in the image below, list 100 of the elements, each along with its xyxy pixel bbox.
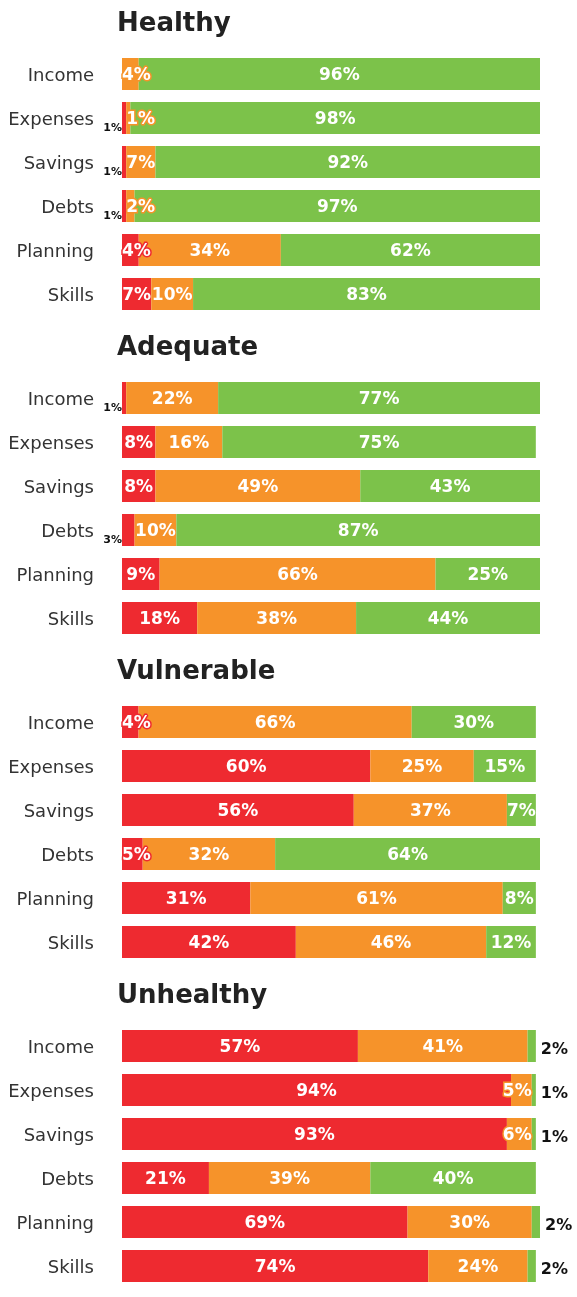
y-tick-label: Expenses <box>8 1079 94 1101</box>
y-tick-label: Expenses <box>8 431 94 453</box>
data-label: 4% <box>122 712 151 732</box>
data-label: 1% <box>540 1082 569 1102</box>
y-tick-label: Planning <box>16 1211 94 1233</box>
data-label: 8% <box>124 432 154 452</box>
data-label: 31% <box>165 888 207 908</box>
bar <box>357 1030 528 1062</box>
data-label: 60% <box>225 756 267 776</box>
y-tick-label: Skills <box>47 931 94 953</box>
data-label: 61% <box>356 888 397 908</box>
data-label: 66% <box>277 564 318 584</box>
data-label: 30% <box>453 712 495 732</box>
data-label: 2% <box>540 1258 569 1278</box>
data-label: 57% <box>219 1036 261 1056</box>
y-tick-label: Income <box>27 387 94 409</box>
data-label: 40% <box>432 1168 474 1188</box>
bar <box>295 926 487 958</box>
data-label: 87% <box>337 520 379 540</box>
data-label: 8% <box>124 476 154 496</box>
bar <box>122 382 127 414</box>
data-label: 7% <box>506 800 536 820</box>
data-label: 24% <box>457 1256 499 1276</box>
chart-title: Adequate <box>117 331 259 361</box>
y-tick-label: Skills <box>47 1255 94 1277</box>
data-label: 74% <box>254 1256 296 1276</box>
data-label: 77% <box>358 388 400 408</box>
bar <box>122 750 371 782</box>
bar <box>122 882 251 914</box>
bar <box>428 1250 528 1282</box>
data-label: 83% <box>346 284 387 304</box>
data-label: 42% <box>188 932 230 952</box>
bar <box>527 1250 536 1282</box>
y-tick-label: Savings <box>23 475 94 497</box>
data-label: 38% <box>256 608 298 628</box>
data-label: 7% <box>126 152 156 172</box>
data-label: 64% <box>387 844 428 864</box>
bar <box>130 102 540 134</box>
data-label: 21% <box>145 1168 186 1188</box>
bar <box>218 382 540 414</box>
bar <box>197 602 357 634</box>
bar <box>360 470 540 502</box>
bar <box>531 1118 536 1150</box>
data-label: 6% <box>502 1124 532 1144</box>
data-label: 1% <box>103 400 122 414</box>
bar <box>159 558 436 590</box>
data-label: 39% <box>269 1168 310 1188</box>
data-label: 75% <box>358 432 400 452</box>
bar <box>176 514 540 546</box>
data-label: 5% <box>502 1080 532 1100</box>
bar <box>155 470 361 502</box>
bar <box>122 794 354 826</box>
y-tick-label: Debts <box>41 195 94 217</box>
data-label: 25% <box>467 564 509 584</box>
chart-title: Healthy <box>117 7 231 37</box>
bar <box>411 706 536 738</box>
bar <box>222 426 536 458</box>
bar <box>122 926 296 958</box>
y-tick-label: Planning <box>16 239 94 261</box>
data-label: 8% <box>504 888 534 908</box>
bar <box>370 1162 536 1194</box>
bar <box>122 1206 408 1238</box>
bar <box>531 1206 540 1238</box>
data-label: 2% <box>545 1214 573 1234</box>
y-tick-label: Savings <box>23 151 94 173</box>
data-label: 3% <box>103 532 122 546</box>
data-label: 22% <box>151 388 193 408</box>
y-tick-label: Debts <box>41 843 94 865</box>
data-label: 44% <box>427 608 469 628</box>
data-label: 1% <box>103 120 122 134</box>
data-label: 32% <box>188 844 230 864</box>
data-label: 30% <box>449 1212 490 1232</box>
data-label: 46% <box>370 932 412 952</box>
data-label: 25% <box>401 756 443 776</box>
bar <box>122 514 135 546</box>
bar <box>122 1030 358 1062</box>
y-tick-label: Planning <box>16 887 94 909</box>
chart-title: Unhealthy <box>117 979 268 1009</box>
data-label: 66% <box>254 712 296 732</box>
bar <box>356 602 540 634</box>
data-label: 7% <box>122 284 152 304</box>
bar <box>527 1030 536 1062</box>
data-label: 96% <box>319 64 360 84</box>
y-tick-label: Income <box>27 1035 94 1057</box>
data-label: 18% <box>139 608 180 628</box>
data-label: 37% <box>409 800 451 820</box>
data-label: 49% <box>237 476 279 496</box>
data-label: 62% <box>390 240 431 260</box>
data-label: 97% <box>316 196 358 216</box>
bar <box>193 278 540 310</box>
data-label: 94% <box>296 1080 337 1100</box>
y-tick-label: Debts <box>41 519 94 541</box>
bar <box>122 190 127 222</box>
data-label: 9% <box>126 564 156 584</box>
bar <box>208 1162 371 1194</box>
y-tick-label: Debts <box>41 1167 94 1189</box>
bar <box>122 1250 429 1282</box>
data-label: 1% <box>540 1126 569 1146</box>
bar <box>370 750 474 782</box>
data-label: 43% <box>429 476 471 496</box>
